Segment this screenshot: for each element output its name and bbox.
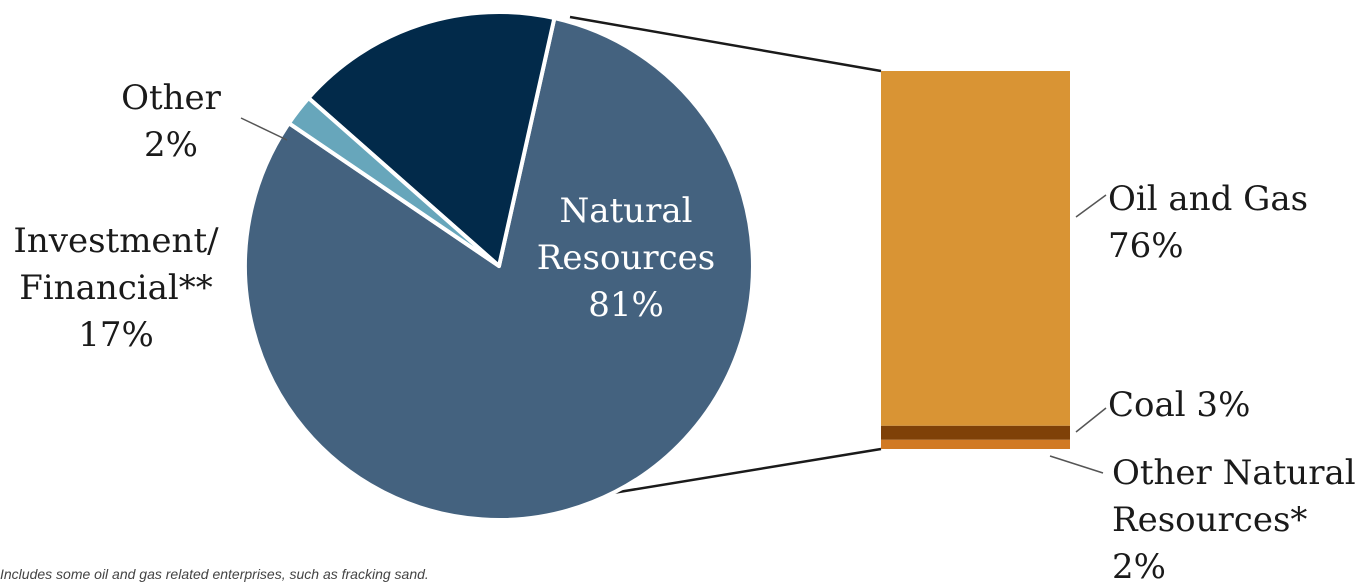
pie-label-other: Other 2% xyxy=(121,78,222,165)
bar-segment-other-natural-resources xyxy=(881,439,1070,449)
pie-label-natural-resources: Natural Resources 81% xyxy=(537,191,715,325)
connector-line-bottom xyxy=(569,447,882,502)
leader-line-coal xyxy=(1075,407,1107,433)
bar-label-coal: Coal 3% xyxy=(1108,385,1250,425)
leader-line-oil-and-gas xyxy=(1075,194,1107,218)
pie-slice-natural-resources xyxy=(243,16,755,522)
bar-segment-oil-and-gas xyxy=(881,71,1070,426)
pie-label-investment-financial: Investment/Financial** 17% xyxy=(13,221,219,355)
bar-label-other-natural-resources: Other Natural Resources* 2% xyxy=(1112,453,1356,582)
bar-label-oil-and-gas: Oil and Gas 76% xyxy=(1108,179,1308,266)
bar-segment-coal xyxy=(881,425,1070,440)
footnote: Includes some oil and gas related enterp… xyxy=(0,566,429,582)
connector-line-top xyxy=(569,15,882,73)
pie-slice-investment-financial xyxy=(306,10,557,268)
pie-slice-other xyxy=(286,96,501,268)
leader-line-other xyxy=(240,117,288,141)
leader-line-other-natural-resources xyxy=(1049,455,1104,474)
